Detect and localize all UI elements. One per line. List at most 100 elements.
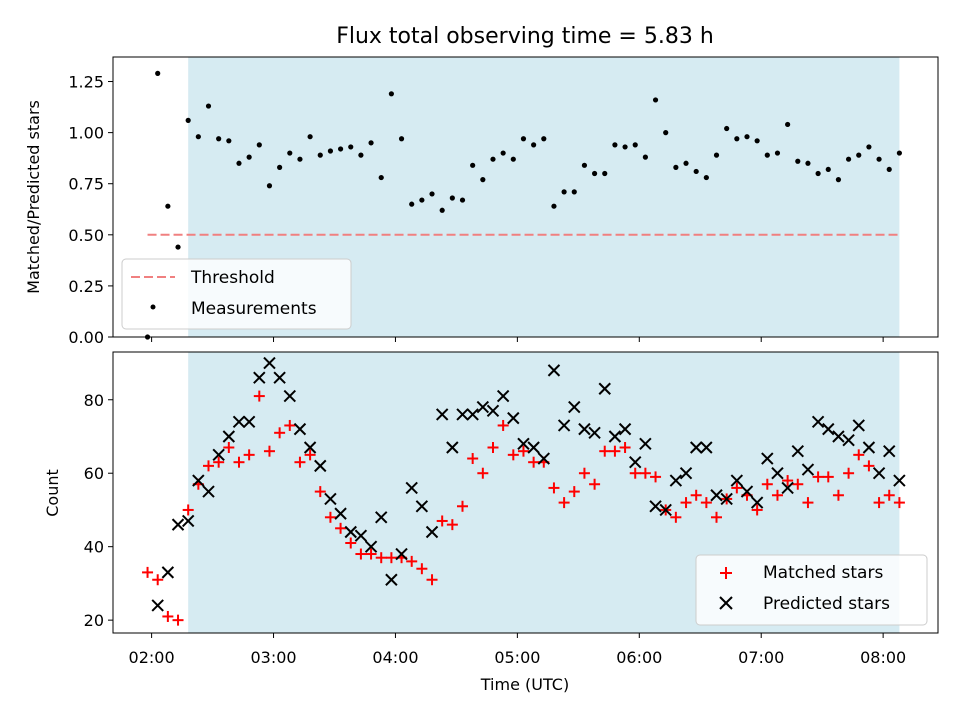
bottom-x-tick-label: 08:00 <box>860 648 906 667</box>
measurement-point <box>520 136 527 142</box>
predicted-star-point <box>364 540 378 553</box>
measurement-point <box>175 244 181 250</box>
measurement-point <box>825 166 831 173</box>
bottom-legend-box <box>695 554 928 626</box>
predicted-star-point <box>171 518 185 531</box>
measurement-point <box>642 154 648 160</box>
matched-star-point <box>558 497 570 509</box>
measurement-point <box>216 136 222 142</box>
top-y-tick-label: 1.25 <box>68 73 104 92</box>
matched-star-point <box>802 497 814 509</box>
matched-star-point <box>284 419 296 431</box>
predicted-star-point <box>446 441 459 454</box>
predicted-star-point <box>710 489 723 502</box>
matched-star-point <box>568 486 580 498</box>
matched-star-point <box>619 442 631 454</box>
legend-matched-swatch <box>720 567 732 579</box>
measurement-point <box>480 177 486 183</box>
predicted-star-point <box>334 507 347 520</box>
matched-star-point <box>629 467 641 479</box>
measurement-point <box>297 156 303 162</box>
matched-star-point <box>589 478 601 490</box>
bottom-y-tick-label: 40 <box>84 538 104 557</box>
top-legend: Threshold Measurements <box>121 258 352 330</box>
matched-star-point <box>832 489 844 501</box>
predicted-star-point <box>466 408 479 421</box>
legend-threshold-label: Threshold <box>190 268 275 288</box>
matched-star-point <box>690 489 702 501</box>
bottom-y-axis: 20 40 60 80 <box>84 391 113 630</box>
matched-star-point <box>680 497 692 509</box>
predicted-star-point <box>659 503 672 517</box>
measurement-point <box>703 174 709 181</box>
measurement-point <box>805 160 811 166</box>
matched-star-point <box>893 497 905 509</box>
predicted-star-point <box>557 419 571 432</box>
matched-star-point <box>761 478 773 490</box>
predicted-star-point <box>689 441 703 454</box>
matched-star-point <box>599 445 611 457</box>
matched-star-point <box>578 467 590 479</box>
measurement-point <box>185 117 191 123</box>
predicted-star-point <box>872 467 886 480</box>
predicted-star-point <box>395 547 408 561</box>
measurement-point <box>683 160 689 166</box>
measurement-point <box>856 152 862 158</box>
predicted-star-point <box>822 422 835 436</box>
measurement-point <box>591 170 598 177</box>
matched-star-point <box>883 489 895 501</box>
matched-star-point <box>365 548 377 560</box>
matched-star-point <box>416 563 428 575</box>
measurement-point <box>195 134 201 140</box>
top-measurement-points <box>144 70 902 340</box>
matched-star-point <box>213 456 225 468</box>
predicted-star-point <box>476 400 490 414</box>
bottom-x-tick-label: 04:00 <box>372 648 418 667</box>
measurement-point <box>744 134 750 140</box>
predicted-star-point <box>700 441 713 454</box>
measurement-point <box>337 146 344 152</box>
measurement-point <box>663 130 669 136</box>
matched-star-point <box>406 555 418 567</box>
predicted-star-point <box>883 444 896 458</box>
measurement-point <box>835 177 842 183</box>
bottom-x-axis: 02:00 03:00 04:00 05:00 06:00 07:00 08:00 <box>129 633 906 667</box>
measurement-point <box>398 136 405 142</box>
predicted-star-point <box>578 422 591 436</box>
bottom-y-tick-label: 20 <box>84 611 104 630</box>
top-y-tick-label: 0.75 <box>68 175 104 194</box>
measurement-point <box>266 183 273 189</box>
measurement-point <box>581 162 588 168</box>
matched-star-point <box>497 419 509 431</box>
matched-star-point <box>873 497 885 509</box>
measurement-point <box>236 160 242 166</box>
matched-star-point <box>335 522 347 534</box>
measurement-point <box>205 103 212 109</box>
legend-predicted-label: Predicted stars <box>763 594 890 614</box>
predicted-star-point <box>893 474 906 487</box>
matched-star-point <box>446 519 458 531</box>
matched-star-point <box>436 515 448 527</box>
legend-measurements-label: Measurements <box>191 299 317 319</box>
measurement-point <box>327 148 334 154</box>
predicted-star-point <box>852 419 865 432</box>
predicted-star-point <box>344 525 357 539</box>
matched-star-point <box>314 486 326 498</box>
predicted-star-point <box>405 481 418 495</box>
predicted-star-point <box>618 422 632 436</box>
measurement-point <box>429 191 435 197</box>
predicted-star-point <box>537 452 550 465</box>
predicted-star-point <box>811 415 825 428</box>
measurement-point <box>602 170 608 177</box>
predicted-star-point <box>314 459 327 473</box>
measurement-point <box>896 150 902 156</box>
top-y-tick-label: 0.25 <box>68 277 104 296</box>
measurement-point <box>256 142 262 148</box>
matched-star-point <box>670 511 682 523</box>
matched-star-point <box>304 449 316 461</box>
measurement-point <box>845 156 852 162</box>
predicted-star-point <box>212 448 225 462</box>
predicted-star-point <box>629 455 642 469</box>
matched-star-point <box>294 456 306 468</box>
top-y-tick-label: 1.00 <box>68 124 104 143</box>
